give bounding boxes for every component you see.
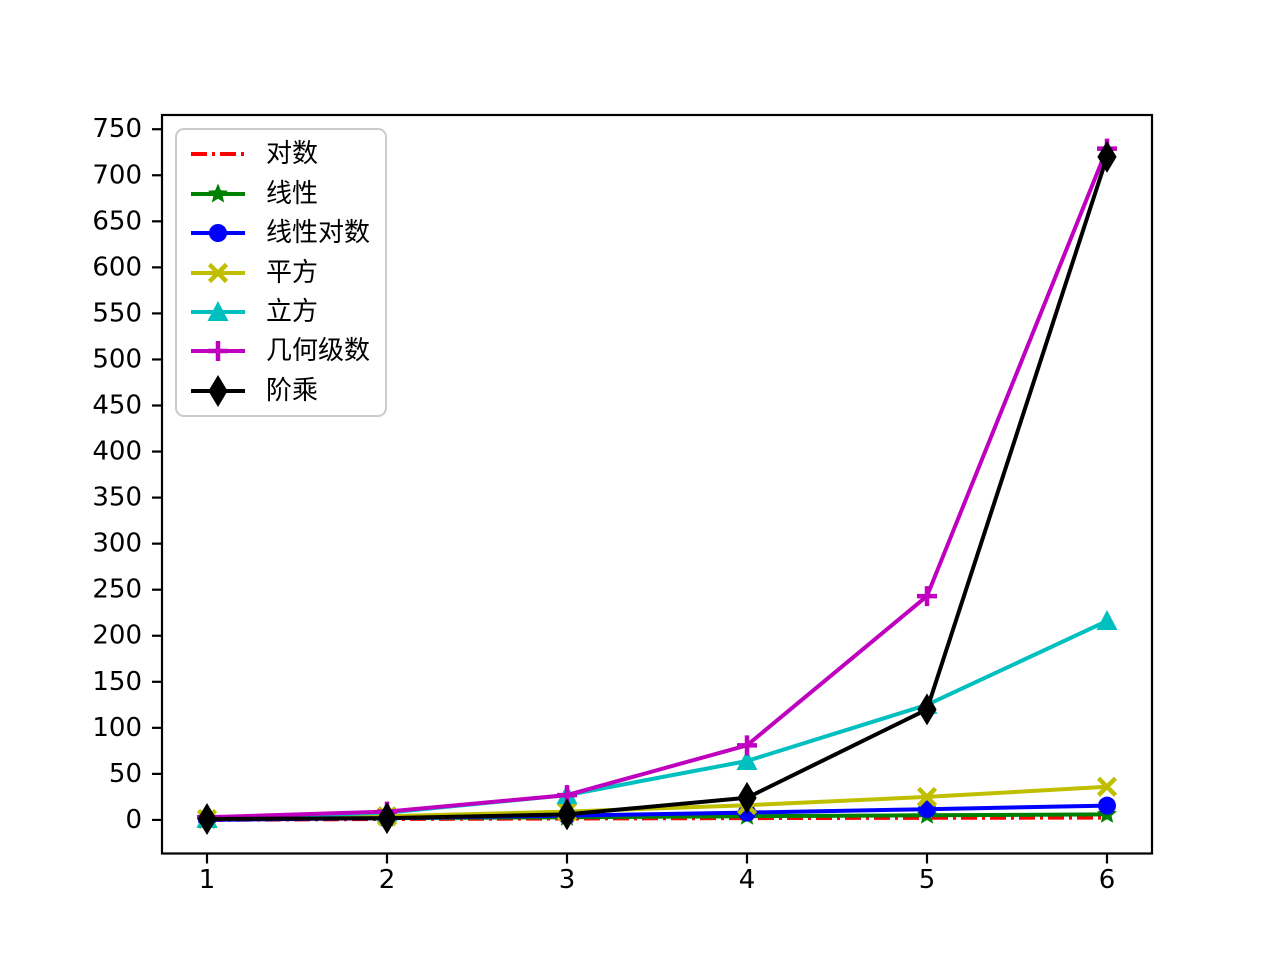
y-tick-label: 150 <box>92 667 142 697</box>
legend-sample-factorial <box>191 374 245 407</box>
legend-label-linear: 线性 <box>266 178 319 209</box>
legend-label-log: 对数 <box>266 139 319 170</box>
diamond-marker <box>557 798 577 831</box>
x-tick-label: 3 <box>559 865 576 895</box>
y-tick-label: 250 <box>92 575 142 605</box>
y-tick-label: 600 <box>92 252 142 282</box>
legend-sample-geometric <box>191 341 245 362</box>
axes-frame <box>160 113 1154 855</box>
legend-label-square: 平方 <box>266 257 319 288</box>
plus-marker <box>208 341 228 362</box>
plus-marker <box>917 586 937 607</box>
legend-sample-cube <box>191 300 245 321</box>
legend-label-geometric: 几何级数 <box>266 336 371 367</box>
x-marker <box>1096 776 1118 797</box>
x-tick-label: 2 <box>379 865 396 895</box>
legend-item-geometric: 几何级数 <box>189 332 373 370</box>
diamond-marker <box>208 374 228 407</box>
x-marker <box>916 786 938 807</box>
series-factorial <box>197 140 1117 836</box>
star-marker <box>208 183 228 203</box>
y-tick-label: 650 <box>92 206 142 236</box>
y-tick-label: 0 <box>125 805 142 835</box>
y-tick-label: 700 <box>92 160 142 190</box>
legend-item-cube: 立方 <box>189 293 373 331</box>
circle-marker <box>209 224 227 243</box>
series-line-factorial <box>206 156 1109 821</box>
legend-label-cube: 立方 <box>266 296 319 327</box>
diamond-marker <box>737 781 757 814</box>
y-tick-label: 400 <box>92 437 142 467</box>
series-line-geometric <box>206 147 1109 820</box>
legend-sample-log <box>191 152 245 157</box>
y-tick-label: 750 <box>92 114 142 144</box>
circle-marker <box>1098 796 1116 815</box>
legend-item-square: 平方 <box>189 254 373 292</box>
diamond-marker <box>1097 140 1117 173</box>
legend-item-linear: 线性 <box>189 175 373 213</box>
y-tick-label: 300 <box>92 529 142 559</box>
y-tick-label: 450 <box>92 391 142 421</box>
legend-item-log: 对数 <box>189 135 373 173</box>
legend-sample-nlogn <box>191 224 245 243</box>
series-line-cube <box>206 619 1108 821</box>
plus-marker <box>737 735 757 756</box>
legend-label-factorial: 阶乘 <box>266 375 319 406</box>
legend-label-nlogn: 线性对数 <box>266 218 371 249</box>
legend-item-factorial: 阶乘 <box>189 372 373 410</box>
x-marker <box>207 262 229 283</box>
x-tick-label: 5 <box>919 865 936 895</box>
legend-item-nlogn: 线性对数 <box>189 214 373 252</box>
x-tick-label: 6 <box>1099 865 1116 895</box>
diamond-marker <box>917 693 937 726</box>
x-tick-label: 1 <box>199 865 216 895</box>
y-tick-label: 50 <box>109 759 142 789</box>
legend-sample-square <box>191 262 245 283</box>
y-tick-label: 350 <box>92 483 142 513</box>
y-tick-label: 550 <box>92 298 142 328</box>
triangle-up-marker <box>1096 610 1118 631</box>
diamond-marker <box>197 803 217 836</box>
triangle-up-marker <box>736 749 758 770</box>
legend-sample-linear <box>191 183 245 203</box>
y-tick-label: 200 <box>92 621 142 651</box>
legend: 对数线性线性对数平方立方几何级数阶乘 <box>175 128 387 417</box>
triangle-up-marker <box>207 300 229 321</box>
diamond-marker <box>377 802 397 835</box>
y-tick-label: 500 <box>92 344 142 374</box>
x-tick-label: 4 <box>739 865 756 895</box>
y-tick-label: 100 <box>92 713 142 743</box>
axis-ticks: 1 2 3 4 5 6 0 50 100 150 200 250 300 350 400 450 500 550 6… <box>92 114 1115 895</box>
circle-marker <box>918 800 936 819</box>
